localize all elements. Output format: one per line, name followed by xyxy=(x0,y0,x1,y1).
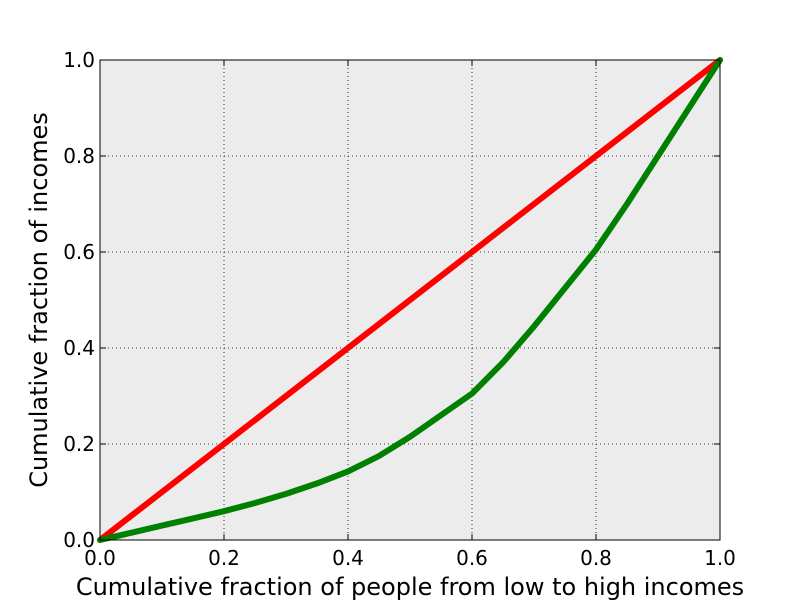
plot-frame xyxy=(99,59,721,541)
y-tick-label: 0.0 xyxy=(63,528,95,552)
x-tick-label: 0.4 xyxy=(332,546,364,570)
y-axis-label: Cumulative fraction of incomes xyxy=(25,112,53,488)
series-layer xyxy=(97,57,723,543)
y-tick-label: 1.0 xyxy=(63,48,95,72)
y-tick-label: 0.4 xyxy=(63,336,95,360)
y-tick-label: 0.6 xyxy=(63,240,95,264)
grid-lines xyxy=(100,60,720,540)
x-tick-label: 0.6 xyxy=(456,546,488,570)
x-tick-label: 1.0 xyxy=(704,546,736,570)
y-tick-label: 0.8 xyxy=(63,144,95,168)
lorenz-curve xyxy=(97,57,723,543)
axis-tick-labels: 0.0 0.2 0.4 0.6 0.8 1.0 0.0 0.2 0.4 0.6 0.8 1.0 xyxy=(63,48,736,570)
x-axis-label: Cumulative fraction of people from low t… xyxy=(76,573,744,600)
x-tick-label: 0.0 xyxy=(84,546,116,570)
x-tick-label: 0.2 xyxy=(208,546,240,570)
axis-ticks xyxy=(99,59,721,541)
equality-line xyxy=(97,57,723,543)
x-tick-label: 0.8 xyxy=(580,546,612,570)
y-tick-label: 0.2 xyxy=(63,432,95,456)
